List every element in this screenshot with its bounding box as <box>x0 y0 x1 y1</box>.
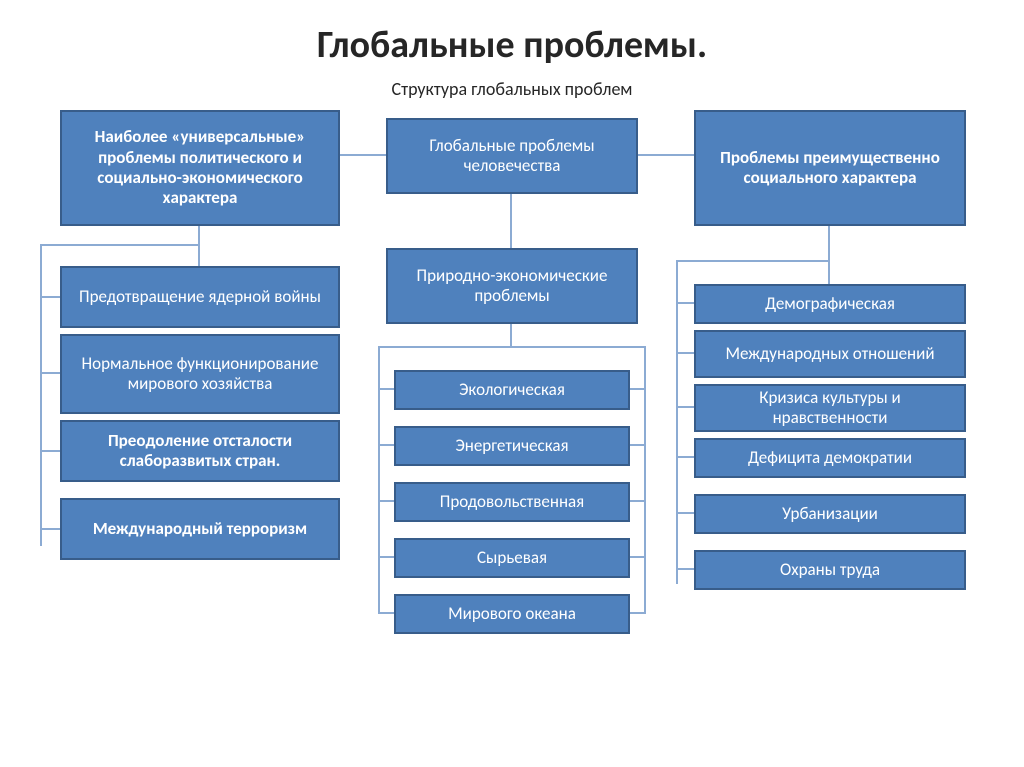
connector-line <box>636 154 696 156</box>
connector-line <box>510 322 512 348</box>
node-m2: Энергетическая <box>394 426 630 466</box>
node-r6: Охраны труда <box>694 550 966 590</box>
node-m4: Сырьевая <box>394 538 630 578</box>
connector-line <box>40 244 200 246</box>
connector-line <box>676 568 696 570</box>
node-m3: Продовольственная <box>394 482 630 522</box>
connector-line <box>828 224 830 286</box>
connector-line <box>628 388 646 390</box>
connector-line <box>628 444 646 446</box>
node-l1: Предотвращение ядерной войны <box>60 266 340 328</box>
connector-line <box>676 260 678 584</box>
connector-line <box>40 450 62 452</box>
page-title: Глобальные проблемы. <box>0 22 1024 68</box>
node-l3: Преодоление отсталости слаборазвитых стр… <box>60 420 340 482</box>
connector-line <box>40 244 42 546</box>
connector-line <box>198 224 200 268</box>
node-cat-mid: Природно-экономические проблемы <box>386 248 638 324</box>
connector-line <box>40 296 62 298</box>
connector-line <box>676 352 696 354</box>
connector-line <box>676 260 830 262</box>
page-subtitle: Структура глобальных проблем <box>0 78 1024 100</box>
node-r2: Международных отношений <box>694 330 966 378</box>
connector-line <box>676 456 696 458</box>
connector-line <box>510 192 512 250</box>
node-r4: Дефицита демократии <box>694 438 966 478</box>
node-m1: Экологическая <box>394 370 630 410</box>
node-m5: Мирового океана <box>394 594 630 634</box>
node-cat-left: Наиболее «универсальные» проблемы полити… <box>60 110 340 226</box>
connector-line <box>40 372 62 374</box>
connector-line <box>378 346 644 348</box>
connector-line <box>378 346 380 614</box>
node-l4: Международный терроризм <box>60 498 340 560</box>
connector-line <box>40 528 62 530</box>
connector-line <box>628 556 646 558</box>
connector-line <box>676 302 696 304</box>
connector-line <box>628 612 646 614</box>
connector-line <box>338 154 388 156</box>
connector-line <box>676 512 696 514</box>
node-r3: Кризиса культуры и нравственности <box>694 384 966 432</box>
node-r1: Демографическая <box>694 284 966 324</box>
node-l2: Нормальное функционирование мирового хоз… <box>60 334 340 414</box>
connector-line <box>676 406 696 408</box>
node-root: Глобальные проблемы человечества <box>386 118 638 194</box>
node-cat-right: Проблемы преимущественно социального хар… <box>694 110 966 226</box>
node-r5: Урбанизации <box>694 494 966 534</box>
connector-line <box>644 346 646 614</box>
connector-line <box>628 500 646 502</box>
